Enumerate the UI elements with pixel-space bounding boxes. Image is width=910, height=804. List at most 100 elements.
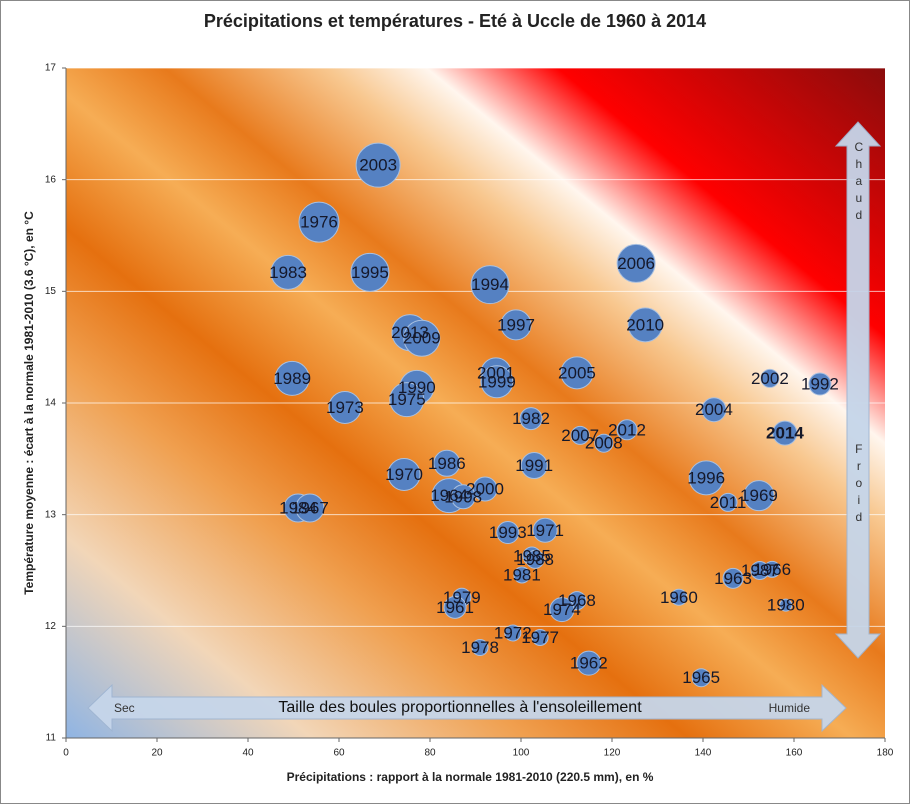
bubble-label: 2006	[617, 254, 655, 273]
bubble-label: 1974	[543, 600, 581, 619]
x-tick-label: 100	[513, 748, 530, 759]
bubble-label: 2007	[561, 426, 599, 445]
bubble	[472, 476, 498, 502]
bubble-label: 1965	[682, 668, 720, 687]
bubble-label: 1963	[714, 569, 752, 588]
bubble-label: 1971	[526, 521, 564, 540]
bubble-label: 2002	[751, 369, 789, 388]
bubble	[471, 639, 489, 657]
bubble	[560, 356, 594, 390]
bubble	[691, 668, 711, 688]
bubble-label: 1997	[497, 315, 535, 334]
bubble	[295, 493, 325, 523]
bubble	[532, 517, 558, 543]
bubble	[549, 597, 575, 623]
bubble	[760, 368, 780, 388]
bubble	[403, 319, 441, 357]
x-tick-label: 40	[242, 748, 254, 759]
bubble-label: 1995	[351, 263, 389, 282]
bubble-label: 2009	[403, 329, 441, 348]
bubble	[576, 650, 602, 676]
bubble-label: 1992	[801, 375, 839, 394]
bubble	[779, 598, 793, 612]
bubble	[519, 407, 543, 431]
bubble	[701, 397, 727, 423]
bubble	[470, 265, 510, 305]
y-axis-label: Température moyenne : écart à la normale…	[22, 211, 36, 595]
bubble-label: 1980	[767, 596, 805, 615]
bubble	[627, 307, 663, 343]
bubble	[670, 588, 688, 606]
bubble-label: 1968	[558, 591, 596, 610]
bubble-label: 1979	[443, 588, 481, 607]
bubble	[616, 243, 656, 283]
bubble	[496, 521, 520, 545]
bubble	[387, 457, 421, 491]
bubble	[274, 360, 310, 396]
bubble-label: 1986	[428, 454, 466, 473]
bubble-label: 1961	[436, 598, 474, 617]
wet-label: Humide	[769, 701, 811, 715]
bubble-label: 1987	[741, 561, 779, 580]
dry-label: Sec	[114, 701, 135, 715]
bubble-label: 1960	[660, 588, 698, 607]
y-tick-label: 17	[45, 63, 57, 74]
bubble-label: 1990	[398, 378, 436, 397]
bubble	[298, 201, 340, 243]
x-tick-label: 140	[695, 748, 712, 759]
bubble-label: 2012	[608, 420, 646, 439]
bubble-label: 1985	[513, 546, 551, 565]
bubble-label: 1994	[471, 275, 509, 294]
bubble-label: 2013	[391, 323, 429, 342]
x-tick-label: 160	[786, 748, 803, 759]
bubble-label: 1998	[444, 487, 482, 506]
cold-label: Froid	[852, 442, 866, 527]
bubble-label: 1978	[461, 638, 499, 657]
bubble	[718, 492, 738, 512]
x-tick-label: 0	[63, 748, 69, 759]
bubble	[504, 624, 522, 642]
bubble-label: 1964	[430, 486, 468, 505]
bubble-label: 2000	[466, 479, 504, 498]
bubble	[594, 433, 614, 453]
y-tick-label: 12	[45, 621, 57, 632]
bubble	[525, 549, 545, 569]
bubble-label: 1962	[570, 654, 608, 673]
bubble	[570, 425, 590, 445]
bubble-label: 1970	[385, 465, 423, 484]
bubble-label: 1975	[388, 390, 426, 409]
bubble-label: 1977	[521, 628, 559, 647]
bubble-label: 1988	[516, 550, 554, 569]
bubble-label: 1967	[291, 498, 329, 517]
bubble	[722, 567, 744, 589]
size-arrow	[87, 683, 847, 733]
bubble	[531, 629, 549, 646]
x-tick-label: 180	[877, 748, 894, 759]
bubble-label: 1969	[740, 486, 778, 505]
bubble-label: 1996	[687, 468, 725, 487]
bubble-label: 2001	[477, 363, 515, 382]
x-tick-label: 60	[333, 748, 345, 759]
bubble-label: 2003	[359, 156, 397, 175]
bubble-label: 1984	[279, 498, 317, 517]
y-tick-label: 13	[45, 509, 57, 520]
bubble	[500, 309, 532, 341]
size-note: Taille des boules proportionnelles à l'e…	[278, 699, 642, 716]
bubble	[763, 560, 781, 578]
bubble-label: 2005	[558, 363, 596, 382]
bubble	[772, 420, 798, 446]
y-tick-label: 15	[45, 286, 57, 297]
bubble-label: 1976	[300, 213, 338, 232]
bubble-label: 1973	[326, 398, 364, 417]
x-tick-label: 80	[424, 748, 436, 759]
bubble-label: 1991	[515, 456, 553, 475]
bubble	[433, 449, 461, 477]
bubble-label: 2011	[710, 493, 747, 512]
chart-title: Précipitations et températures - Eté à U…	[204, 11, 706, 31]
bubble-label: 1981	[503, 565, 541, 584]
y-tick-label: 16	[45, 174, 57, 185]
bubble	[270, 254, 306, 290]
bubble-label: 1989	[273, 369, 311, 388]
